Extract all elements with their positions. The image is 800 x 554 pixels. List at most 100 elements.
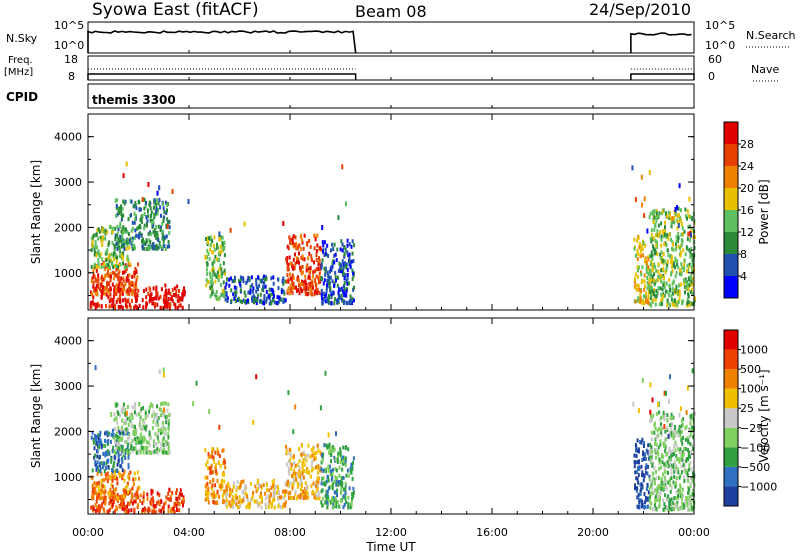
scatter-cell <box>162 450 165 455</box>
scatter-cell <box>169 291 172 296</box>
scatter-cell <box>662 507 665 512</box>
scatter-cell <box>639 254 642 259</box>
scatter-cell <box>127 232 130 237</box>
scatter-cell <box>215 471 218 476</box>
scatter-cell <box>249 498 252 503</box>
scatter-cell <box>230 288 233 293</box>
scatter-cell <box>108 259 111 264</box>
scatter-cell <box>649 495 651 499</box>
scatter-cell <box>686 476 689 481</box>
scatter-cell <box>155 288 158 293</box>
scatter-cell <box>674 463 677 468</box>
ytick-label: 4000 <box>54 335 82 348</box>
scatter-cell <box>154 510 157 515</box>
scatter-cell <box>156 302 159 307</box>
scatter-cell <box>237 505 239 510</box>
scatter-cell <box>117 410 119 415</box>
scatter-cell <box>104 273 107 278</box>
scatter-cell <box>647 257 650 262</box>
scatter-cell <box>658 466 661 471</box>
scatter-cell <box>152 439 155 444</box>
scatter-cell <box>665 265 668 270</box>
scatter-cell <box>125 410 128 416</box>
scatter-cell <box>643 196 646 202</box>
scatter-cell <box>130 280 133 285</box>
scatter-cell <box>343 252 346 257</box>
scatter-cell <box>260 505 263 510</box>
scatter-cell <box>260 299 263 304</box>
scatter-cell <box>690 503 693 508</box>
scatter-cell <box>118 277 121 282</box>
scatter-cell <box>311 281 314 286</box>
scatter-cell <box>116 231 119 236</box>
scatter-cell <box>167 422 170 427</box>
scatter-cell <box>130 422 133 427</box>
scatter-cell <box>112 500 115 505</box>
scatter-cell <box>648 456 651 461</box>
scatter-cell <box>116 247 119 252</box>
scatter-cell <box>673 298 676 303</box>
scatter-cell <box>205 462 208 467</box>
colorbar-swatch <box>724 166 738 188</box>
scatter-cell <box>127 442 129 447</box>
scatter-cell <box>279 505 282 510</box>
scatter-cell <box>278 490 280 495</box>
scatter-cell <box>119 287 122 292</box>
scatter-cell <box>289 272 292 277</box>
scatter-cell <box>661 426 664 431</box>
scatter-cell <box>113 245 116 250</box>
scatter-cell <box>109 286 112 291</box>
scatter-cell <box>270 287 273 292</box>
scatter-cell <box>102 490 104 495</box>
scatter-cell <box>650 303 653 308</box>
scatter-cell <box>684 214 687 218</box>
scatter-cell <box>657 269 660 274</box>
scatter-cell <box>115 234 118 238</box>
scatter-cell <box>138 436 141 441</box>
scatter-cell <box>686 269 688 274</box>
scatter-cell <box>206 236 209 241</box>
scatter-cell <box>309 276 312 281</box>
scatter-cell <box>673 506 676 511</box>
scatter-cell <box>306 241 309 246</box>
scatter-cell <box>693 235 696 240</box>
scatter-cell <box>175 491 178 496</box>
scatter-cell <box>93 480 96 485</box>
scatter-cell <box>319 405 322 411</box>
scatter-cell <box>275 301 278 305</box>
scatter-cell <box>148 443 151 448</box>
scatter-cell <box>667 460 670 465</box>
scatter-cell <box>125 278 128 283</box>
scatter-cell <box>663 483 666 488</box>
scatter-cell <box>129 418 132 423</box>
scatter-cell <box>94 509 97 514</box>
scatter-cell <box>176 284 179 289</box>
scatter-cell <box>332 445 335 450</box>
scatter-cell <box>162 233 165 238</box>
scatter-cell <box>672 242 674 247</box>
scatter-cell <box>144 427 147 432</box>
scatter-cell <box>684 284 687 289</box>
scatter-cell <box>692 415 694 420</box>
scatter-cell <box>146 219 149 223</box>
scatter-cell <box>312 446 315 451</box>
scatter-cell <box>208 409 211 414</box>
scatter-cell <box>337 500 339 505</box>
scatter-cell <box>304 491 307 496</box>
scatter-cell <box>345 278 348 283</box>
scatter-cell <box>666 259 669 264</box>
scatter-cell <box>653 466 656 471</box>
scatter-cell <box>684 252 687 257</box>
scatter-cell <box>262 285 265 290</box>
scatter-cell <box>178 508 181 513</box>
scatter-cell <box>152 301 155 306</box>
scatter-cell <box>232 292 235 297</box>
scatter-cell <box>654 297 657 302</box>
scatter-cell <box>94 305 97 310</box>
scatter-cell <box>249 284 252 289</box>
scatter-cell <box>665 281 668 286</box>
scatter-cell <box>271 498 274 503</box>
scatter-cell <box>663 259 666 264</box>
scatter-cell <box>121 244 124 249</box>
scatter-cell <box>195 380 198 386</box>
